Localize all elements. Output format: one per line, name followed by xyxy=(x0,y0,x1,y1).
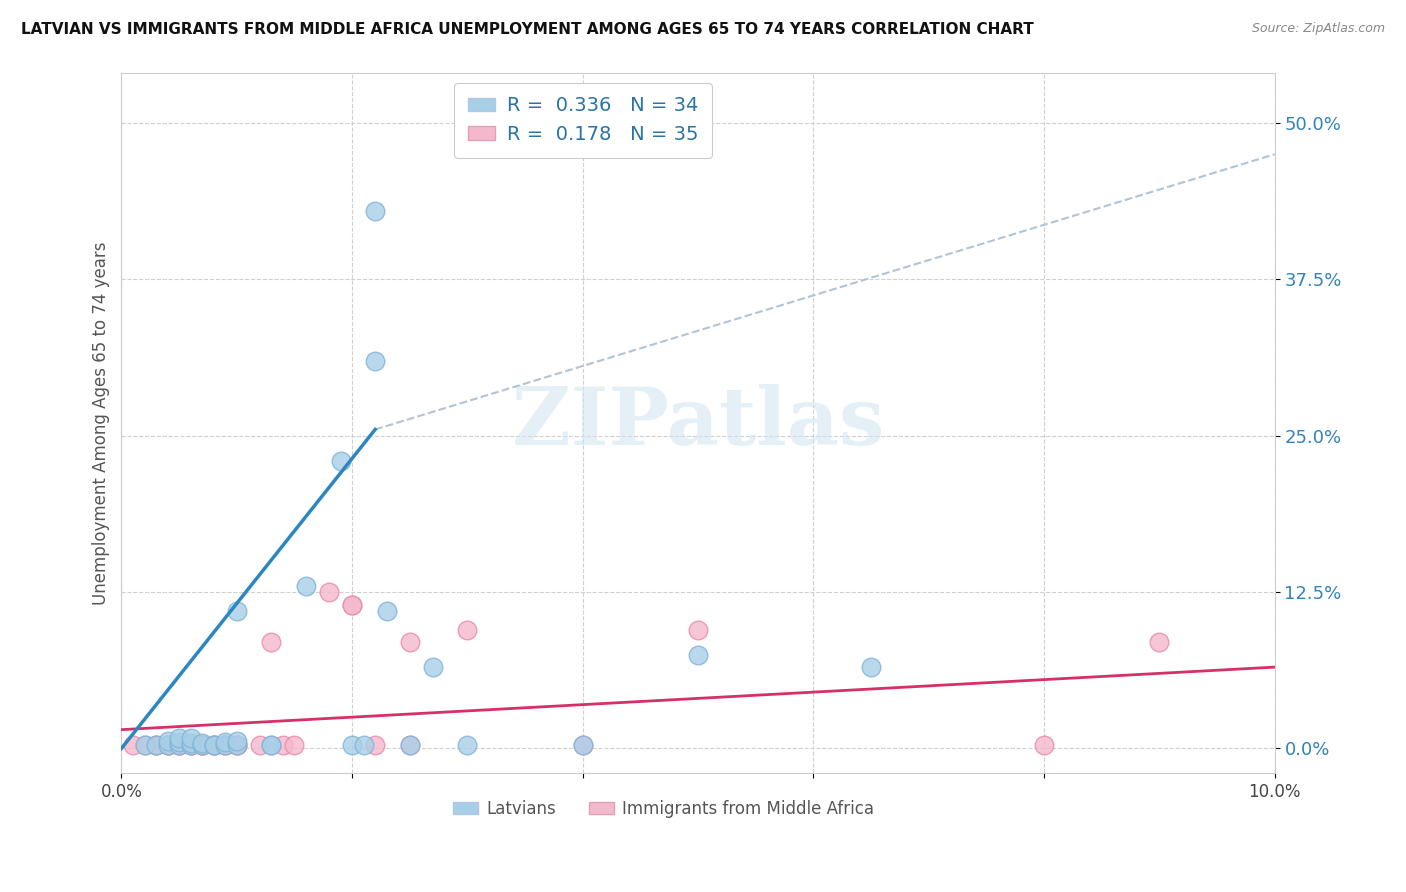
Point xyxy=(260,738,283,752)
Legend: Latvians, Immigrants from Middle Africa: Latvians, Immigrants from Middle Africa xyxy=(446,793,882,824)
Point xyxy=(156,734,179,748)
Point xyxy=(202,738,225,752)
Point xyxy=(180,738,202,752)
Point xyxy=(156,738,179,752)
Point xyxy=(686,623,709,637)
Point xyxy=(214,735,236,749)
Point xyxy=(422,660,444,674)
Point xyxy=(191,738,214,752)
Point xyxy=(180,736,202,750)
Point xyxy=(214,738,236,752)
Point xyxy=(398,738,420,752)
Point xyxy=(571,738,593,752)
Point xyxy=(364,353,387,368)
Point xyxy=(225,734,247,748)
Y-axis label: Unemployment Among Ages 65 to 74 years: Unemployment Among Ages 65 to 74 years xyxy=(93,242,110,605)
Point xyxy=(353,738,375,752)
Point xyxy=(456,623,478,637)
Point xyxy=(860,660,883,674)
Text: LATVIAN VS IMMIGRANTS FROM MIDDLE AFRICA UNEMPLOYMENT AMONG AGES 65 TO 74 YEARS : LATVIAN VS IMMIGRANTS FROM MIDDLE AFRICA… xyxy=(21,22,1033,37)
Point xyxy=(249,738,271,752)
Point xyxy=(167,738,190,752)
Point xyxy=(122,738,145,752)
Point xyxy=(156,738,179,752)
Point xyxy=(167,731,190,746)
Point xyxy=(260,738,283,752)
Point xyxy=(283,738,305,752)
Point xyxy=(180,731,202,746)
Point xyxy=(167,738,190,752)
Text: Source: ZipAtlas.com: Source: ZipAtlas.com xyxy=(1251,22,1385,36)
Point xyxy=(202,738,225,752)
Point xyxy=(1149,635,1171,649)
Point xyxy=(340,738,363,752)
Point xyxy=(225,738,247,752)
Point xyxy=(318,585,340,599)
Point xyxy=(686,648,709,662)
Point xyxy=(340,598,363,612)
Point xyxy=(225,604,247,618)
Point xyxy=(145,738,167,752)
Point xyxy=(180,738,202,752)
Point xyxy=(191,736,214,750)
Point xyxy=(398,635,420,649)
Text: ZIPatlas: ZIPatlas xyxy=(512,384,884,462)
Point xyxy=(271,738,294,752)
Point xyxy=(456,738,478,752)
Point xyxy=(180,738,202,752)
Point xyxy=(375,604,398,618)
Point xyxy=(214,738,236,752)
Point xyxy=(225,738,247,752)
Point xyxy=(167,735,190,749)
Point xyxy=(156,738,179,752)
Point xyxy=(260,635,283,649)
Point xyxy=(145,738,167,752)
Point xyxy=(167,738,190,752)
Point xyxy=(340,598,363,612)
Point xyxy=(191,738,214,752)
Point xyxy=(329,454,352,468)
Point xyxy=(214,738,236,752)
Point xyxy=(202,738,225,752)
Point xyxy=(364,738,387,752)
Point xyxy=(1033,738,1056,752)
Point xyxy=(145,738,167,752)
Point xyxy=(398,738,420,752)
Point xyxy=(225,738,247,752)
Point xyxy=(191,738,214,752)
Point xyxy=(191,738,214,752)
Point xyxy=(295,579,318,593)
Point xyxy=(364,203,387,218)
Point xyxy=(202,738,225,752)
Point xyxy=(134,738,156,752)
Point xyxy=(167,738,190,752)
Point xyxy=(134,738,156,752)
Point xyxy=(571,738,593,752)
